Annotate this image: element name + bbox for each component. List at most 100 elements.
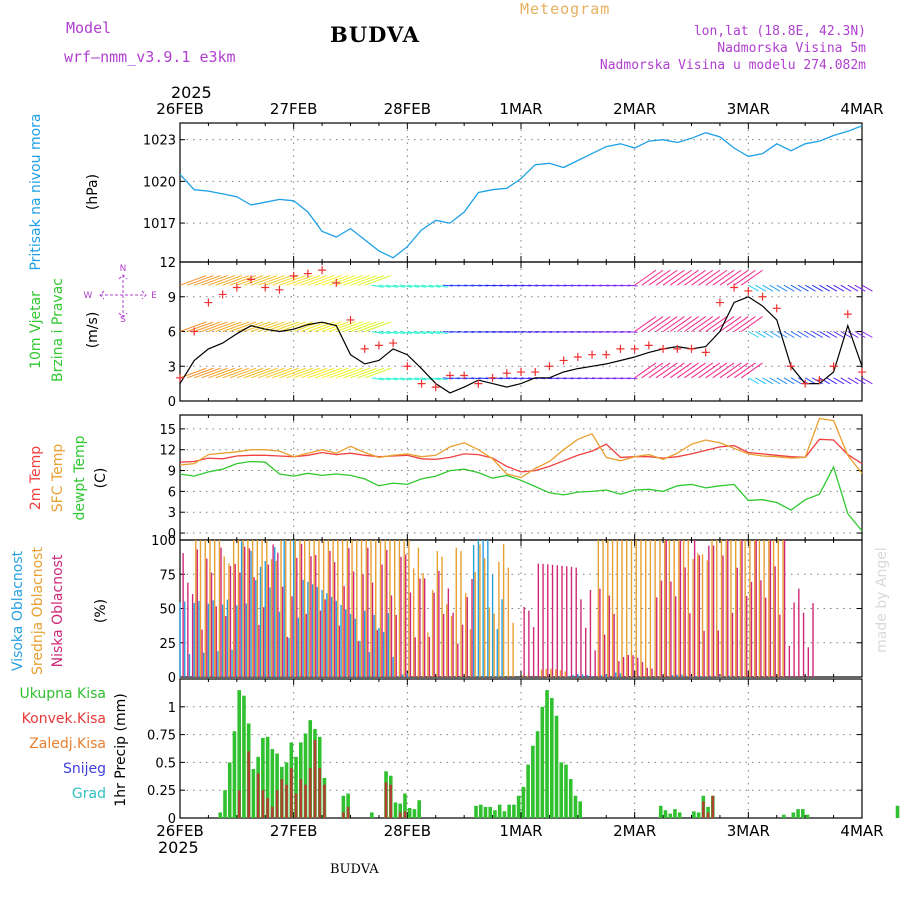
- wind-barb: [833, 284, 845, 292]
- wind-barb: [208, 275, 235, 286]
- gust-mark: [772, 304, 781, 313]
- panel-precipitation: [179, 678, 863, 819]
- wind-barb: [378, 377, 391, 381]
- wind-barb: [357, 321, 385, 332]
- wind-barb: [769, 377, 781, 385]
- precip-conv-bar: [261, 790, 265, 818]
- wind-barb: [712, 362, 735, 379]
- wind-barb: [250, 367, 278, 379]
- wind-barb: [790, 331, 802, 338]
- wind-barb: [329, 275, 356, 286]
- gust-mark: [218, 290, 227, 299]
- wind-barb: [726, 316, 749, 332]
- wind-barb: [528, 284, 539, 287]
- wind-barb: [478, 331, 489, 333]
- wind-barb: [641, 316, 664, 332]
- wind-barb: [428, 331, 441, 335]
- wind-barb: [762, 284, 774, 292]
- precip-total-bar: [303, 733, 308, 818]
- wind-barb: [804, 284, 816, 292]
- wind-barb: [790, 377, 802, 385]
- ylabel-cloud-high: Visoka Oblacnost: [10, 550, 26, 671]
- wind-barb: [847, 284, 859, 292]
- wind-barb: [222, 321, 250, 332]
- x-label-bottom: 28FEB: [384, 822, 431, 840]
- wind-barb: [243, 275, 271, 286]
- wind-barb: [371, 377, 384, 381]
- wind-barb: [613, 284, 624, 287]
- wind-barb: [833, 377, 845, 385]
- wind-barb: [641, 269, 664, 286]
- wind-barb: [712, 269, 735, 286]
- precip-total-bar: [791, 812, 796, 818]
- wind-barb: [677, 269, 699, 286]
- wind-barb: [854, 284, 866, 292]
- wind-barb: [471, 331, 482, 333]
- wind-barb: [783, 331, 795, 338]
- gust-mark: [616, 344, 625, 353]
- gust-mark: [374, 341, 383, 350]
- y-tick-label: 1017: [143, 217, 176, 232]
- wind-barb: [677, 362, 699, 379]
- precip-total-bar: [663, 810, 668, 818]
- wind-barb: [229, 275, 257, 286]
- gust-mark: [786, 362, 795, 371]
- precip-conv-bar: [313, 740, 317, 818]
- precip-total-bar: [554, 715, 559, 818]
- wind-barb: [634, 269, 657, 286]
- wind-barb: [350, 367, 377, 379]
- product-title: Meteogram: [520, 0, 611, 18]
- wind-barb: [662, 362, 685, 379]
- x-label-top: 4MAR: [840, 100, 883, 118]
- wind-barb: [208, 321, 235, 332]
- gust-mark: [829, 362, 838, 371]
- wind-barb: [620, 331, 631, 333]
- wind-barb: [520, 331, 532, 333]
- wind-barb: [613, 377, 624, 380]
- y-tick-label: 6: [168, 326, 176, 341]
- precip-total-bar: [559, 762, 564, 818]
- wind-barb: [513, 377, 524, 380]
- unit-wind: (m/s): [85, 312, 101, 349]
- gust-mark: [659, 344, 668, 353]
- wind-barb: [442, 331, 453, 333]
- wind-barb: [279, 321, 306, 332]
- gust-mark: [204, 298, 213, 307]
- ylabel-cloud-low: Niska Oblacnost: [50, 554, 66, 667]
- wind-barb: [556, 331, 567, 333]
- y-tick-label: 15: [159, 423, 176, 438]
- wind-barb: [442, 284, 453, 287]
- wind-barb: [684, 269, 706, 286]
- wind-barb: [343, 321, 370, 332]
- wind-barb: [719, 269, 742, 286]
- wind-barb: [705, 269, 728, 286]
- wind-barb: [542, 284, 553, 287]
- gust-mark: [502, 369, 511, 378]
- wind-barb: [464, 377, 475, 380]
- precip-total-bar: [275, 753, 279, 818]
- wind-barb: [442, 377, 453, 380]
- wind-barb: [464, 331, 475, 333]
- compass-w: W: [84, 291, 93, 301]
- wind-barb: [393, 331, 406, 335]
- footer-station: BUDVA: [330, 862, 379, 877]
- gust-mark: [588, 350, 597, 359]
- gust-mark: [445, 371, 454, 380]
- wind-barb: [584, 284, 595, 287]
- unit-cloud: (%): [93, 599, 109, 623]
- wind-barb: [499, 284, 510, 287]
- precip-total-bar: [578, 801, 583, 818]
- precip-conv-bar: [389, 784, 393, 818]
- gust-mark: [602, 350, 611, 359]
- wind-barb: [222, 367, 250, 379]
- wind-barb: [385, 284, 398, 288]
- precip-legend-2: Zaledj.Kisa: [29, 736, 106, 752]
- wind-barb: [847, 331, 859, 338]
- precip-conv-bar: [323, 784, 326, 818]
- wind-barb: [691, 362, 714, 379]
- precip-total-bar: [796, 809, 800, 818]
- wind-barb: [577, 331, 588, 333]
- gust-mark: [545, 362, 554, 371]
- x-label-top: 1MAR: [499, 100, 542, 118]
- wind-barb: [464, 284, 475, 287]
